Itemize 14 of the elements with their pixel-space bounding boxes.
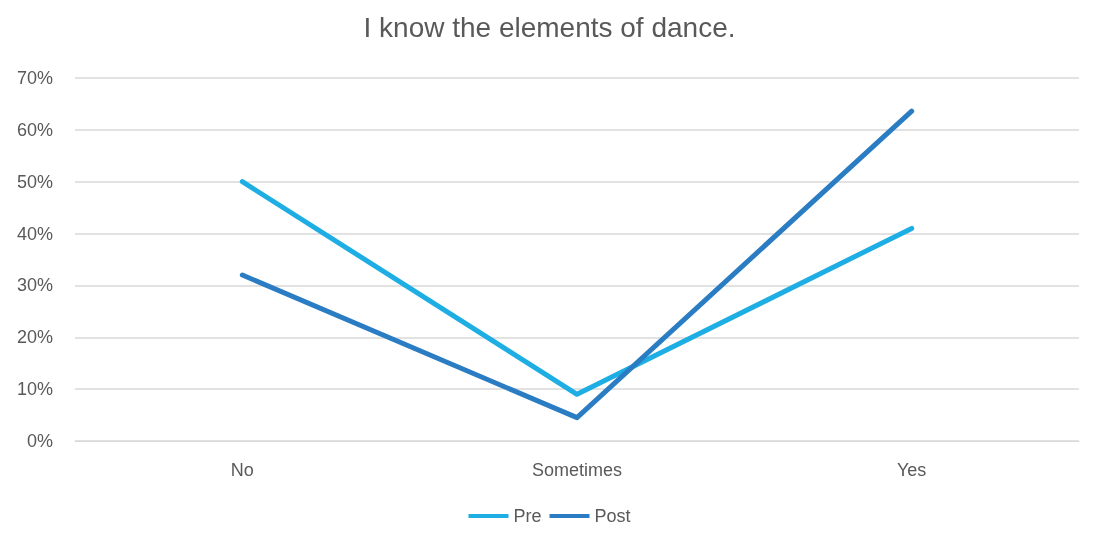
legend-label: Pre bbox=[513, 506, 542, 526]
y-tick-label: 50% bbox=[16, 171, 53, 192]
y-tick-label: 20% bbox=[16, 327, 53, 348]
chart-title: I know the elements of dance. bbox=[363, 11, 736, 43]
y-tick-label: 70% bbox=[16, 68, 53, 88]
x-tick-label: Sometimes bbox=[531, 460, 623, 480]
y-tick-label: 60% bbox=[16, 119, 53, 140]
x-tick-label: Yes bbox=[896, 460, 927, 480]
y-tick-label: 10% bbox=[16, 379, 53, 400]
x-tick-label: No bbox=[230, 460, 254, 480]
y-tick-label: 40% bbox=[16, 223, 53, 244]
y-tick-label: 30% bbox=[16, 275, 53, 296]
legend-label: Post bbox=[594, 506, 631, 526]
y-tick-label: 0% bbox=[26, 431, 53, 451]
